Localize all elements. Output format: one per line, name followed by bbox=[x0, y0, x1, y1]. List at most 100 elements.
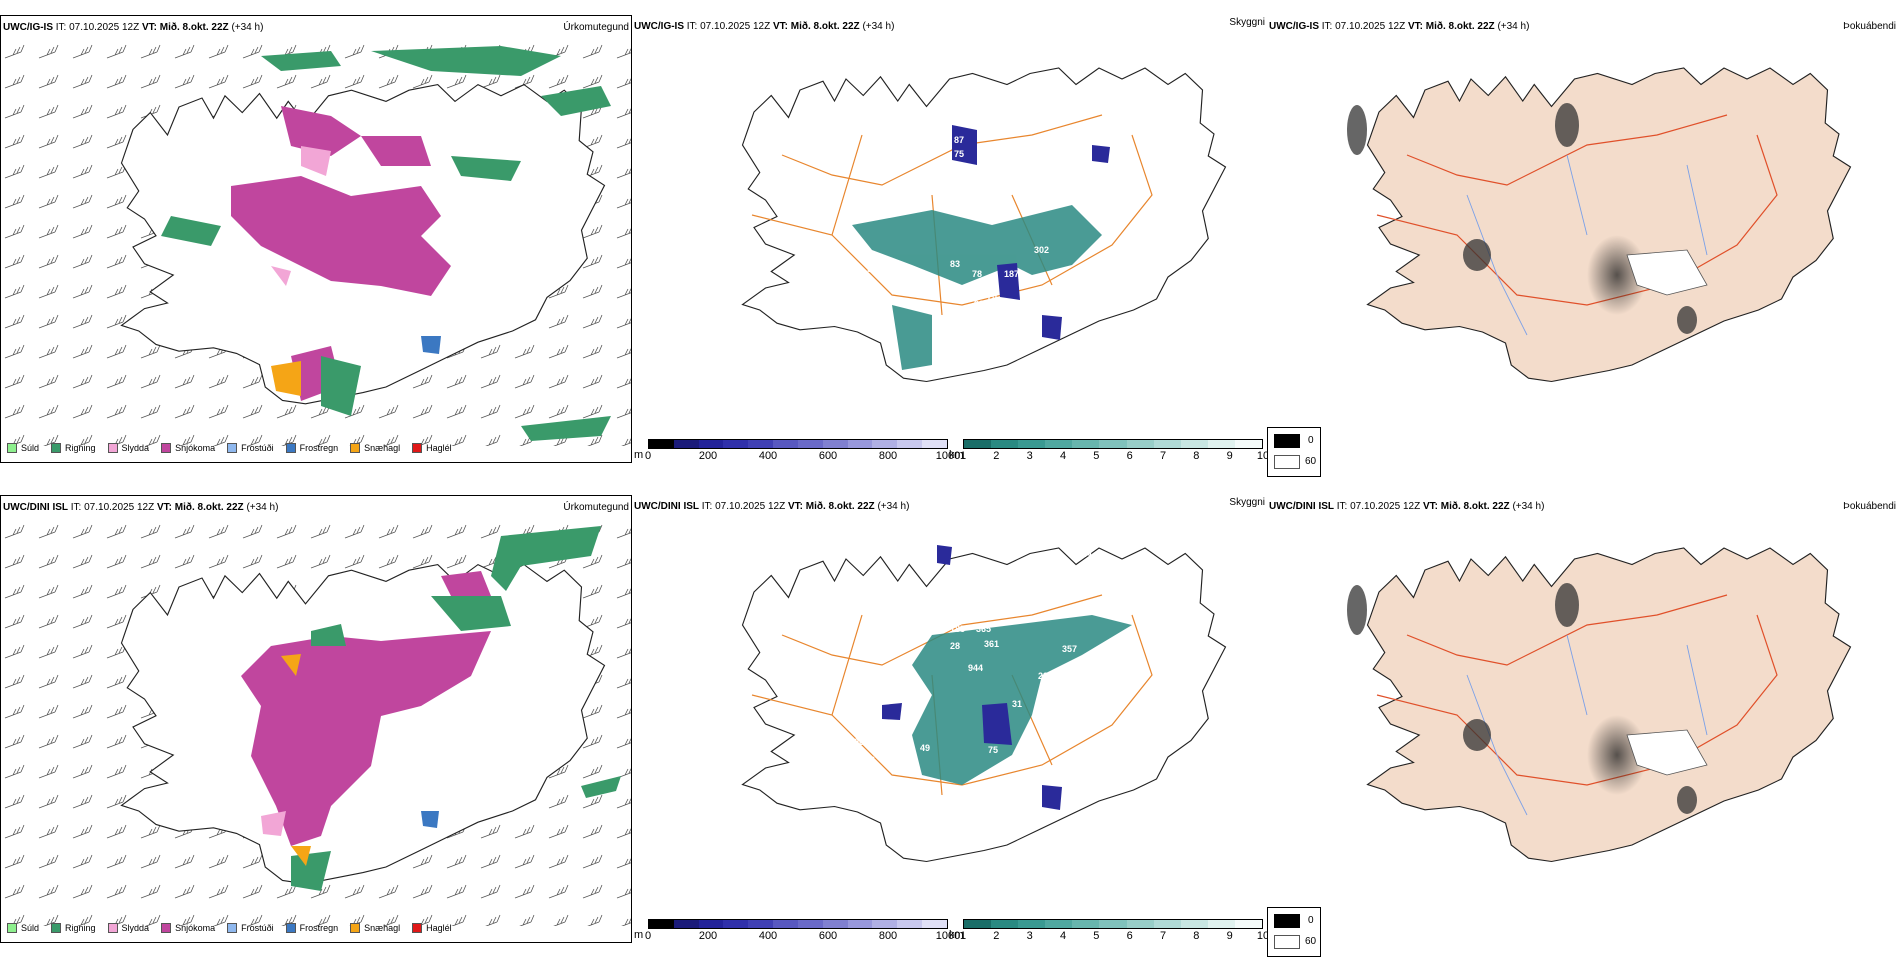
height-label: 88 bbox=[992, 317, 1002, 327]
legend-rigning: Rigning bbox=[51, 923, 96, 933]
fog-panel-dini: UWC/DINI ISL IT: 07.10.2025 12Z VT: Mið.… bbox=[1267, 495, 1900, 957]
height-label: 187 bbox=[1004, 269, 1019, 279]
height-label: 853 bbox=[968, 804, 983, 814]
tick-label: 8 bbox=[1193, 450, 1200, 462]
panel-kind: Þokuábendi bbox=[1843, 21, 1896, 32]
height-label: 365 bbox=[976, 624, 991, 634]
tick-label: 6 bbox=[1126, 930, 1133, 942]
tick-label: 10 bbox=[1256, 450, 1270, 462]
height-label: 94 bbox=[1117, 149, 1127, 159]
panel-kind: Skyggni bbox=[1229, 497, 1265, 508]
fog-legend: 0 60 bbox=[1267, 907, 1321, 957]
height-unit: m bbox=[634, 929, 644, 941]
legend-frostudi: Frostúði bbox=[227, 443, 274, 453]
legend-frostregn: Frostregn bbox=[285, 923, 338, 933]
height-label: 96 bbox=[867, 264, 877, 274]
high-terrain-area bbox=[882, 545, 1062, 810]
tick-label: 1000 bbox=[935, 930, 961, 942]
legend-slydda: Slydda bbox=[107, 923, 149, 933]
legend-snaehagl: Snæhagl bbox=[350, 923, 400, 933]
legend-slydda: Slydda bbox=[107, 443, 149, 453]
tick-label: 8 bbox=[1193, 930, 1200, 942]
cloud-panel-dini: UWC/DINI ISL IT: 07.10.2025 12Z VT: Mið.… bbox=[632, 495, 1269, 943]
height-label: 302 bbox=[1034, 245, 1049, 255]
height-label: 75 bbox=[954, 149, 964, 159]
height-label: 488 bbox=[1042, 174, 1057, 184]
cloud-map: 244 11 10 185 365 28 361 357 944 237 96 49 75 31 136 56… bbox=[741, 545, 1227, 900]
tick-label: 600 bbox=[818, 930, 838, 942]
fog-map bbox=[1347, 67, 1852, 383]
fog-panel-ig: UWC/IG-IS IT: 07.10.2025 12Z VT: Mið. 8.… bbox=[1267, 15, 1900, 477]
tick-label: 0 bbox=[644, 930, 652, 942]
panel-kind: Skyggni bbox=[1229, 17, 1265, 28]
tick-label: 5 bbox=[1093, 930, 1100, 942]
fog-clear-area bbox=[1626, 249, 1708, 296]
height-colorbar: 0 200 400 600 800 1000 m bbox=[634, 919, 960, 943]
legend-suld: Súld bbox=[7, 443, 39, 453]
vis-unit: km bbox=[949, 929, 964, 941]
height-label: 357 bbox=[1062, 644, 1077, 654]
fog-clear-area bbox=[1626, 729, 1708, 776]
panel-header: UWC/IG-IS IT: 07.10.2025 12Z VT: Mið. 8.… bbox=[1269, 21, 1530, 32]
legend-frostregn: Frostregn bbox=[285, 443, 338, 453]
precip-panel-dini: UWC/DINI ISL IT: 07.10.2025 12Z VT: Mið.… bbox=[0, 495, 632, 943]
legend-hagl: Haglél bbox=[412, 923, 452, 933]
height-label: 60 bbox=[924, 387, 934, 397]
tick-label: 200 bbox=[698, 930, 718, 942]
panel-kind: Úrkomutegund bbox=[563, 502, 629, 513]
cloud-panel-ig: UWC/IG-IS IT: 07.10.2025 12Z VT: Mið. 8.… bbox=[632, 15, 1270, 463]
height-label: 56 bbox=[1000, 763, 1010, 773]
rivers bbox=[1466, 634, 1708, 816]
low-vis-area bbox=[852, 205, 1102, 370]
height-label: 177 bbox=[857, 279, 872, 289]
height-label: 932 bbox=[974, 299, 989, 309]
cloud-labels: 244 11 10 185 365 28 361 357 944 237 96 49 75 31 136 56… bbox=[854, 549, 1152, 900]
tick-label: 4 bbox=[1059, 930, 1067, 942]
low-vis-area bbox=[912, 615, 1132, 785]
high-terrain-area bbox=[952, 125, 1110, 340]
precip-legend: Súld Rigning Slydda Snjókoma Frostúði Fr… bbox=[7, 923, 452, 933]
legend-snaehagl: Snæhagl bbox=[350, 443, 400, 453]
tick-label: 1 bbox=[959, 450, 967, 462]
height-label: 28 bbox=[950, 641, 960, 651]
height-label: 163 bbox=[1082, 137, 1097, 147]
height-label: 78 bbox=[972, 269, 982, 279]
height-label: 244 bbox=[1077, 549, 1092, 559]
height-label: 944 bbox=[968, 663, 983, 673]
tick-label: 1 bbox=[959, 930, 967, 942]
tick-label: 4 bbox=[1059, 450, 1067, 462]
panel-header: UWC/IG-IS IT: 07.10.2025 12Z VT: Mið. 8.… bbox=[634, 21, 895, 32]
tick-label: 2 bbox=[993, 450, 1000, 462]
height-label: 11 bbox=[1082, 587, 1092, 597]
panel-kind: Þokuábendi bbox=[1843, 501, 1896, 512]
tick-label: 10 bbox=[1256, 930, 1270, 942]
snow-area bbox=[231, 106, 451, 401]
tick-label: 400 bbox=[758, 930, 778, 942]
tick-label: 9 bbox=[1226, 450, 1233, 462]
height-label: 136 bbox=[860, 755, 875, 765]
panel-header: UWC/DINI ISL IT: 07.10.2025 12Z VT: Mið.… bbox=[1269, 501, 1545, 512]
legend-hagl: Haglél bbox=[412, 443, 452, 453]
panel-header: UWC/IG-IS IT: 07.10.2025 12Z VT: Mið. 8.… bbox=[3, 22, 264, 33]
panel-kind: Úrkomutegund bbox=[563, 22, 629, 33]
panel-header: UWC/DINI ISL IT: 07.10.2025 12Z VT: Mið.… bbox=[3, 502, 279, 513]
height-label: 83 bbox=[950, 259, 960, 269]
fog-legend: 0 60 bbox=[1267, 427, 1321, 477]
precip-panel-ig: UWC/IG-IS IT: 07.10.2025 12Z VT: Mið. 8.… bbox=[0, 15, 632, 463]
tick-label: 7 bbox=[1159, 450, 1167, 462]
tick-label: 5 bbox=[1093, 450, 1100, 462]
tick-label: 400 bbox=[758, 450, 778, 462]
tick-label: 1000 bbox=[935, 450, 961, 462]
height-label: 361 bbox=[984, 639, 999, 649]
tick-label: 3 bbox=[1026, 450, 1033, 462]
precip-map bbox=[1, 516, 631, 926]
height-label: 70 bbox=[987, 291, 997, 301]
visibility-colorbar: 1 2 3 4 5 6 7 8 9 10 km bbox=[949, 919, 1269, 943]
legend-rigning: Rigning bbox=[51, 443, 96, 453]
height-label: 75 bbox=[988, 745, 998, 755]
height-label: 31 bbox=[1012, 699, 1022, 709]
height-ticks: 0 200 400 600 800 1000 bbox=[644, 929, 960, 943]
visibility-ticks: 1 2 3 4 5 6 7 8 9 10 bbox=[959, 929, 1269, 943]
